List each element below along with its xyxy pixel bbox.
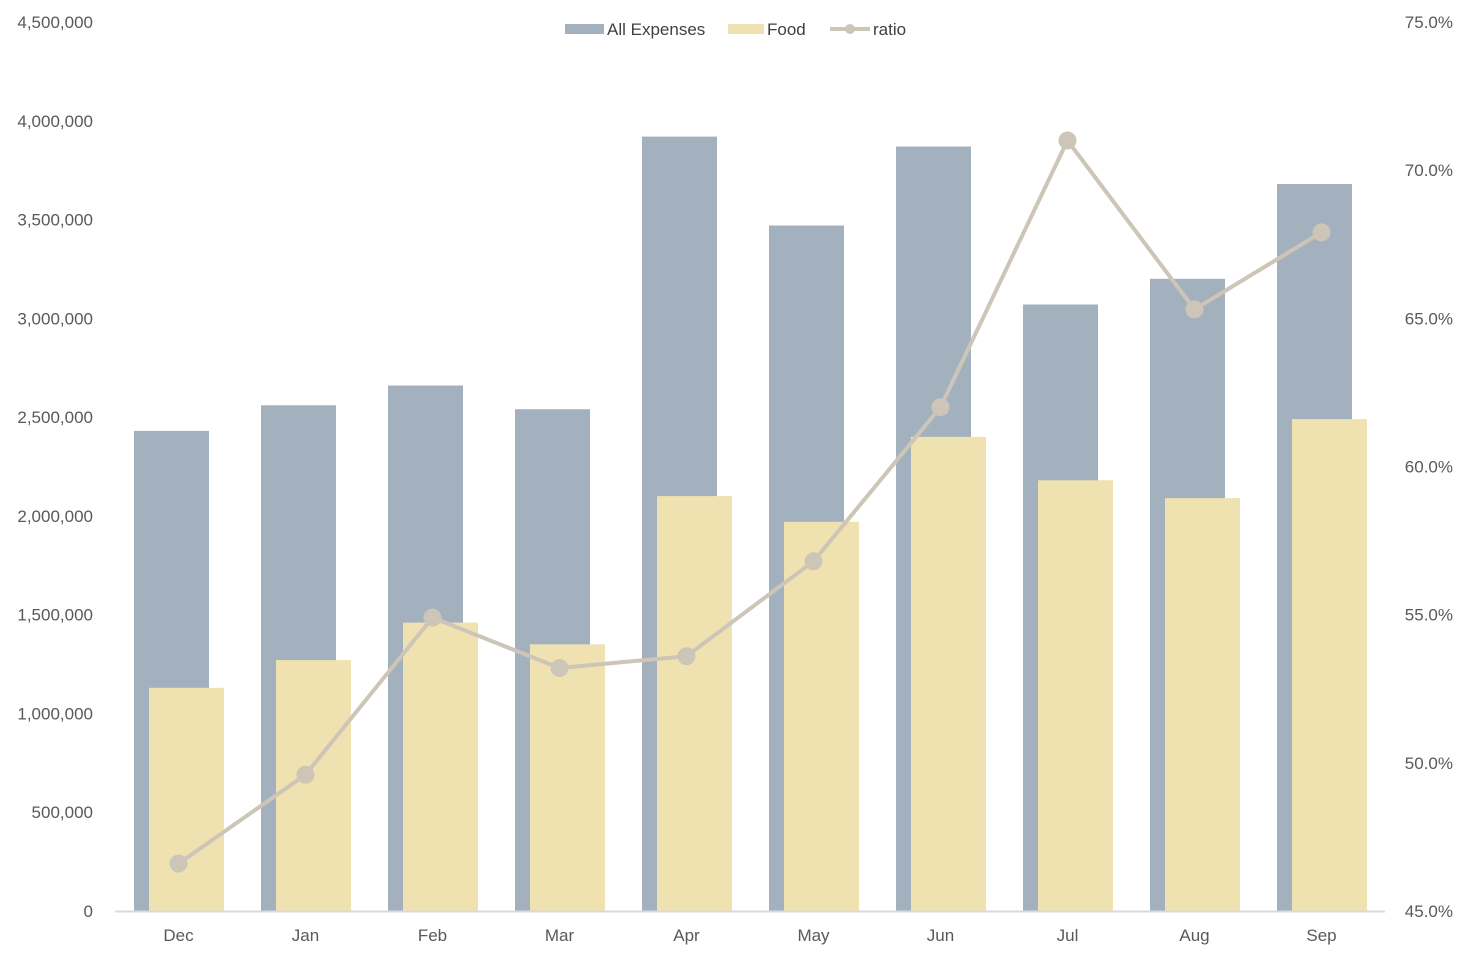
ratio-point-aug bbox=[1185, 300, 1204, 319]
bar-food-sep bbox=[1292, 419, 1367, 911]
y-right-tick-label: 55.0% bbox=[1405, 606, 1453, 625]
y-left-tick-label: 2,000,000 bbox=[17, 507, 93, 526]
legend-label-ratio: ratio bbox=[873, 20, 906, 39]
y-right-tick-label: 60.0% bbox=[1405, 458, 1453, 477]
y-left-tick-label: 3,500,000 bbox=[17, 211, 93, 230]
y-right-tick-label: 65.0% bbox=[1405, 309, 1453, 328]
y-left-tick-label: 0 bbox=[84, 902, 93, 921]
y-left-tick-label: 4,000,000 bbox=[17, 112, 93, 131]
legend-swatch-all-expenses bbox=[565, 24, 604, 34]
ratio-point-jan bbox=[296, 765, 315, 784]
x-tick-label-dec: Dec bbox=[163, 926, 194, 945]
ratio-line-layer bbox=[169, 131, 1331, 873]
legend: All Expenses Food ratio bbox=[565, 20, 906, 39]
y-right-tick-label: 50.0% bbox=[1405, 754, 1453, 773]
legend-item-ratio: ratio bbox=[830, 20, 906, 39]
ratio-point-apr bbox=[677, 647, 696, 666]
y-left-tick-label: 3,000,000 bbox=[17, 309, 93, 328]
bar-food-may bbox=[784, 521, 859, 911]
y-left-tick-label: 2,500,000 bbox=[17, 408, 93, 427]
x-tick-label-mar: Mar bbox=[545, 926, 575, 945]
bar-food-aug bbox=[1165, 498, 1240, 911]
bar-food-jun bbox=[911, 436, 986, 911]
bar-food-mar bbox=[530, 644, 605, 911]
x-tick-label-may: May bbox=[797, 926, 830, 945]
ratio-point-dec bbox=[169, 854, 188, 873]
y-right-tick-label: 75.0% bbox=[1405, 13, 1453, 32]
x-tick-label-aug: Aug bbox=[1179, 926, 1209, 945]
bar-food-jul bbox=[1038, 480, 1113, 911]
y-left-tick-label: 1,000,000 bbox=[17, 704, 93, 723]
y-right-tick-label: 45.0% bbox=[1405, 902, 1453, 921]
y-left-tick-label: 1,500,000 bbox=[17, 606, 93, 625]
legend-item-food: Food bbox=[728, 20, 806, 39]
y-left-tick-label: 500,000 bbox=[32, 803, 93, 822]
x-tick-label-jan: Jan bbox=[292, 926, 319, 945]
legend-item-all-expenses: All Expenses bbox=[565, 20, 705, 39]
ratio-point-sep bbox=[1312, 223, 1331, 242]
x-tick-label-apr: Apr bbox=[673, 926, 700, 945]
ratio-point-may bbox=[804, 552, 823, 571]
x-tick-label-jun: Jun bbox=[927, 926, 954, 945]
tick-label-layer: 0 500,000 1,000,000 1,500,000 2,000,000 2,500… bbox=[17, 13, 1453, 945]
x-tick-label-jul: Jul bbox=[1057, 926, 1079, 945]
legend-swatch-food bbox=[728, 24, 764, 34]
ratio-point-jun bbox=[931, 398, 950, 417]
x-tick-label-sep: Sep bbox=[1306, 926, 1336, 945]
ratio-line bbox=[177, 138, 1323, 866]
bar-food-dec bbox=[149, 687, 224, 911]
ratio-point-mar bbox=[550, 659, 569, 677]
y-left-tick-label: 4,500,000 bbox=[17, 13, 93, 32]
y-right-tick-label: 70.0% bbox=[1405, 161, 1453, 180]
legend-swatch-marker-ratio bbox=[845, 24, 855, 34]
legend-label-all-expenses: All Expenses bbox=[607, 20, 705, 39]
ratio-point-feb bbox=[423, 608, 442, 627]
x-tick-label-feb: Feb bbox=[418, 926, 447, 945]
bar-food-apr bbox=[657, 496, 732, 911]
ratio-point-jul bbox=[1058, 131, 1077, 150]
legend-label-food: Food bbox=[767, 20, 806, 39]
bar-food-feb bbox=[403, 622, 478, 911]
bars-layer bbox=[134, 136, 1367, 912]
series-food bbox=[149, 419, 1367, 911]
